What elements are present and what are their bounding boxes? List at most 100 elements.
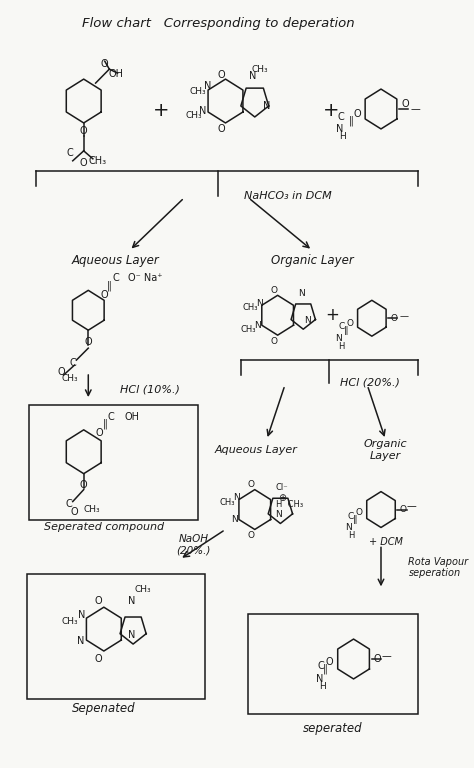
Text: O: O	[217, 124, 225, 134]
Text: ⊕: ⊕	[278, 492, 286, 502]
Text: N: N	[128, 596, 135, 606]
Text: N: N	[254, 321, 261, 329]
Text: N: N	[298, 289, 305, 298]
Text: O: O	[247, 480, 255, 489]
Text: O⁻ Na⁺: O⁻ Na⁺	[128, 273, 162, 283]
Text: O: O	[271, 336, 277, 346]
Text: N: N	[275, 510, 282, 519]
Text: C: C	[337, 112, 345, 122]
Text: N: N	[199, 106, 206, 116]
Text: C: C	[67, 147, 73, 158]
Text: +: +	[322, 101, 339, 121]
Text: C: C	[69, 358, 76, 368]
Text: CH₃: CH₃	[88, 156, 107, 166]
Text: H  CH₃: H CH₃	[276, 500, 303, 509]
Text: CH₃: CH₃	[219, 498, 235, 507]
Text: O: O	[100, 59, 108, 69]
Text: Cl⁻: Cl⁻	[276, 483, 289, 492]
Text: O: O	[217, 70, 225, 80]
Text: O: O	[57, 367, 64, 377]
Text: O: O	[353, 109, 361, 119]
Text: C: C	[338, 322, 345, 331]
Text: CH₃: CH₃	[62, 617, 78, 626]
Text: O: O	[326, 657, 333, 667]
Text: Aqueous Layer: Aqueous Layer	[72, 254, 160, 267]
Text: N: N	[233, 493, 240, 502]
Text: O: O	[346, 319, 354, 328]
Text: CH₃: CH₃	[135, 584, 152, 594]
Text: O: O	[374, 654, 381, 664]
Text: C: C	[66, 498, 73, 508]
Text: Seperated compound: Seperated compound	[44, 522, 164, 532]
Bar	[27, 574, 205, 699]
Text: Flow chart   Corresponding to deperation: Flow chart Corresponding to deperation	[82, 17, 355, 30]
Text: N: N	[316, 674, 323, 684]
Text: O: O	[356, 508, 363, 517]
Text: O: O	[80, 126, 88, 136]
Text: CH₃: CH₃	[242, 303, 258, 312]
Bar	[29, 405, 198, 519]
Text: CH₃: CH₃	[241, 325, 256, 334]
Text: N: N	[203, 81, 211, 91]
Text: Sepenated: Sepenated	[72, 702, 136, 715]
Text: Aqueous Layer: Aqueous Layer	[214, 445, 297, 455]
Text: H: H	[339, 132, 346, 141]
Text: CH₃: CH₃	[190, 87, 206, 95]
Text: O: O	[95, 428, 103, 438]
Text: ‖: ‖	[323, 664, 328, 674]
Text: N: N	[263, 101, 270, 111]
Text: O: O	[84, 337, 92, 347]
Text: CH₃: CH₃	[252, 65, 269, 74]
Text: N: N	[336, 124, 344, 134]
Text: OH: OH	[108, 69, 123, 79]
Text: NaOH
(20%.): NaOH (20%.)	[176, 534, 210, 555]
Text: HCl (20%.): HCl (20%.)	[340, 377, 400, 387]
Text: N: N	[231, 515, 238, 524]
Text: O: O	[271, 286, 277, 295]
Text: Organic Layer: Organic Layer	[271, 254, 354, 267]
Text: C: C	[347, 512, 354, 521]
Text: ‖: ‖	[344, 326, 348, 335]
Text: O: O	[94, 596, 102, 606]
Text: ‖: ‖	[107, 280, 112, 290]
Text: OH: OH	[125, 412, 140, 422]
Text: ‖: ‖	[102, 419, 107, 429]
Text: CH₃: CH₃	[185, 111, 202, 121]
Text: N: N	[128, 630, 135, 640]
Text: C: C	[108, 412, 115, 422]
Text: O: O	[399, 505, 406, 514]
Text: —: —	[382, 651, 392, 661]
Text: H: H	[319, 683, 326, 691]
Text: NaHCO₃ in DCM: NaHCO₃ in DCM	[244, 190, 331, 200]
Text: + DCM: + DCM	[369, 538, 402, 548]
Text: O: O	[94, 654, 102, 664]
Text: O: O	[80, 480, 88, 490]
Text: N: N	[336, 333, 342, 343]
Text: —: —	[411, 104, 420, 114]
Text: ‖: ‖	[353, 515, 357, 524]
Text: N: N	[346, 523, 352, 532]
Text: CH₃: CH₃	[84, 505, 100, 514]
Text: H: H	[348, 531, 355, 540]
Text: H: H	[338, 342, 345, 351]
Text: +: +	[326, 306, 339, 324]
Text: C: C	[112, 273, 119, 283]
Text: O: O	[401, 99, 409, 109]
Text: +: +	[153, 101, 170, 121]
Text: Rota Vapour
seperation: Rota Vapour seperation	[409, 557, 469, 578]
Text: O: O	[390, 314, 397, 323]
Text: O: O	[100, 290, 108, 300]
Text: —: —	[400, 312, 409, 321]
Text: N: N	[304, 316, 311, 325]
Text: N: N	[249, 71, 256, 81]
Text: C: C	[318, 661, 324, 671]
Text: O: O	[247, 531, 255, 540]
Text: seperated: seperated	[303, 722, 362, 735]
Text: HCl (10%.): HCl (10%.)	[120, 385, 180, 395]
Text: O: O	[71, 507, 78, 517]
Text: —: —	[406, 502, 416, 511]
Text: CH₃: CH₃	[62, 373, 78, 382]
Text: N: N	[78, 610, 86, 621]
Text: Organic
Layer: Organic Layer	[364, 439, 407, 461]
Text: O: O	[80, 157, 88, 167]
